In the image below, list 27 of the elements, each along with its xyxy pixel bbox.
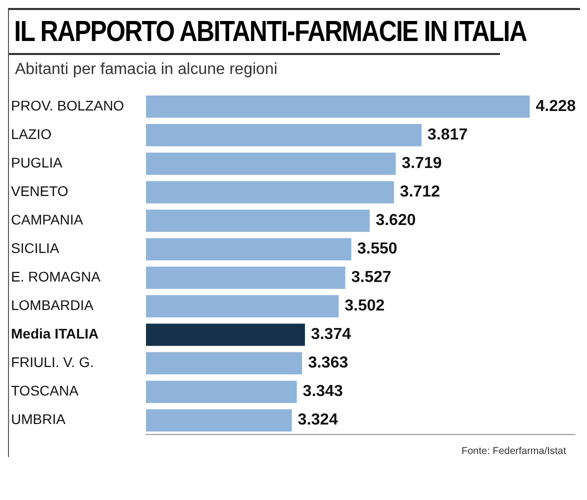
y-tick-label: E. ROMAGNA xyxy=(11,268,102,285)
data-label: 3.550 xyxy=(357,240,398,258)
chart-subtitle: Abitanti per famacia in alcune regioni xyxy=(14,60,278,80)
y-tick-label: PROV. BOLZANO xyxy=(11,98,124,114)
data-label: 3.502 xyxy=(344,298,385,315)
data-label: 4.228 xyxy=(536,98,576,116)
data-label: 3.620 xyxy=(376,212,416,230)
data-label: 3.374 xyxy=(310,326,352,344)
y-tick-label: VENETO xyxy=(11,183,68,200)
y-tick-label: TOSCANA xyxy=(11,382,80,399)
y-tick-label: UMBRIA xyxy=(11,411,66,428)
data-label: 3.527 xyxy=(351,269,392,286)
y-tick-label: SICILIA xyxy=(11,240,60,256)
data-label: 3.712 xyxy=(400,184,440,201)
y-tick-label: LOMBARDIA xyxy=(11,297,94,314)
data-label: 3.343 xyxy=(302,383,343,400)
y-tick-label: PUGLIA xyxy=(11,154,64,171)
data-label: 3.817 xyxy=(428,126,468,144)
chart-title: IL RAPPORTO ABITANTI-FARMACIE IN ITALIA xyxy=(13,15,527,50)
y-tick-label: CAMPANIA xyxy=(11,212,84,228)
data-label: 3.719 xyxy=(402,155,442,172)
data-label: 3.324 xyxy=(298,412,338,429)
source-note: Fonte: Federfarma/Istat xyxy=(460,446,567,457)
y-tick-label: FRIULI. V. G. xyxy=(11,354,94,370)
y-tick-label: Media ITALIA xyxy=(11,326,99,342)
data-label: 3.363 xyxy=(308,354,348,372)
y-tick-label: LAZIO xyxy=(11,126,52,142)
